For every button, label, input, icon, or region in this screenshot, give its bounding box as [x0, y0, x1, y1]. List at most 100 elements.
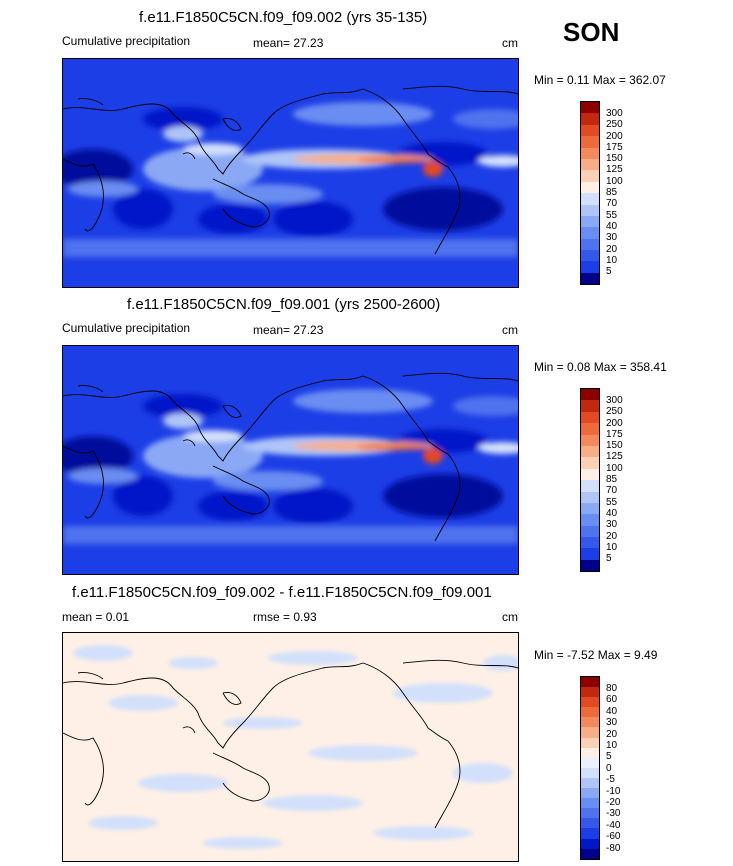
panel-3-colorbar-label: -80 [606, 842, 621, 854]
panel-3-colorbar-label: 60 [606, 694, 618, 706]
panel-2-colorbar-label: 300 [606, 395, 623, 406]
panel-2-colorbar-label: 150 [606, 440, 623, 452]
panel-3-colorbar-swatch [581, 777, 599, 789]
panel-3-colorbar-swatch [581, 838, 599, 849]
panel-1-colorbar-swatch [581, 193, 599, 205]
panel-2-map [62, 345, 519, 575]
panel-1-colorbar-swatch [581, 170, 599, 182]
panel-3-colorbar-label: 10 [606, 740, 618, 752]
panel-1-colorbar-label: 85 [606, 187, 618, 199]
panel-3-colorbar-label: -40 [606, 819, 621, 831]
panel-3-title: f.e11.F1850C5CN.f09_f09.002 - f.e11.F185… [72, 584, 492, 601]
panel-2-colorbar-label: 10 [606, 541, 618, 553]
panel-1-colorbar-label: 150 [606, 153, 623, 165]
panel-3-colorbar-swatch [581, 828, 599, 839]
panel-2-colorbar-label: 85 [606, 474, 618, 486]
panel-2-colorbar-swatch [581, 537, 599, 549]
panel-1-title: f.e11.F1850C5CN.f09_f09.002 (yrs 35-135) [139, 9, 428, 26]
panel-2-colorbar-label: 30 [606, 519, 618, 531]
panel-1-colorbar-swatch [581, 113, 599, 125]
panel-1-colorbar-label: 5 [606, 266, 612, 278]
panel-3-colorbar-swatch [581, 767, 599, 778]
panel-1-colorbar-label: 55 [606, 209, 618, 221]
panel-2-colorbar-label: 125 [606, 451, 623, 463]
panel-2-colorbar-label: 20 [606, 530, 618, 542]
panel-3-colorbar-swatch [581, 677, 599, 688]
panel-2-colorbar-label: 5 [606, 553, 612, 565]
panel-3-colorbar-swatch [581, 757, 599, 768]
panel-2-colorbar-label: 40 [606, 507, 618, 519]
panel-2-colorbar-label: 250 [606, 406, 623, 418]
panel-3-colorbar-swatch [581, 798, 599, 809]
panel-3-colorbar-swatch [581, 808, 599, 819]
panel-2-colorbar-swatch [581, 559, 599, 572]
panel-1-colorbar-label: 175 [606, 141, 623, 153]
panel-2-colorbar-swatch [581, 514, 599, 526]
panel-1-colorbar-swatch [581, 238, 599, 251]
panel-3-colorbar-label: -60 [606, 831, 621, 843]
panel-3-units: cm [502, 610, 518, 624]
panel-1-colorbar-swatch [581, 147, 599, 159]
panel-3-colorbar-label: 20 [606, 728, 618, 740]
panel-1-colorbar-swatch [581, 250, 599, 262]
panel-1-colorbar-swatch [581, 227, 599, 239]
panel-1-colorbar-label: 70 [606, 198, 618, 210]
panel-1-map [62, 58, 519, 288]
panel-3-colorbar-swatch [581, 737, 599, 748]
panel-3-colorbar-labels: 80 60 40 30 20 10 5 0 -5 -10 -20 -30 -40… [606, 683, 620, 854]
panel-3-colorbar-swatch [581, 788, 599, 799]
panel-1-colorbar-label: 300 [606, 108, 623, 119]
panel-2-colorbar-swatch [581, 411, 599, 424]
panel-3-map [62, 632, 519, 862]
panel-3-minmax: Min = -7.52 Max = 9.49 [534, 648, 658, 662]
panel-3-colorbar-label: -5 [606, 774, 615, 786]
panel-1-colorbar-swatch [581, 272, 599, 285]
panel-2-colorbar-swatch [581, 468, 599, 481]
season-label: SON [563, 17, 620, 47]
panel-3-colorbar-swatch [581, 818, 599, 829]
panel-2-colorbar-swatch [581, 434, 599, 446]
panel-2-colorbar-label: 100 [606, 462, 623, 474]
panel-2-colorbar-swatch [581, 548, 599, 560]
panel-2-units: cm [502, 323, 518, 337]
panel-1-variable-label: Cumulative precipitation [62, 34, 191, 48]
panel-2-mean: mean= 27.23 [253, 323, 324, 337]
panel-1-colorbar-label: 250 [606, 119, 623, 131]
panel-1-colorbar-label: 40 [606, 220, 618, 232]
panel-1-colorbar-swatch [581, 158, 599, 171]
panel-3-mean: mean = 0.01 [62, 610, 130, 624]
panel-3-colorbar-swatch [581, 707, 599, 718]
panel-2-colorbar [580, 388, 600, 572]
panel-3-colorbar-label: 80 [606, 683, 618, 694]
panel-3-colorbar-label: -30 [606, 808, 621, 820]
panel-3-colorbar [580, 676, 600, 860]
panel-1-colorbar-swatch [581, 215, 599, 228]
panel-1-colorbar-label: 30 [606, 232, 618, 244]
panel-1-colorbar-label: 100 [606, 175, 623, 187]
panel-3-colorbar-swatch [581, 697, 599, 708]
panel-2-colorbar-swatch [581, 525, 599, 538]
panel-3-colorbar-label: 0 [606, 762, 612, 774]
panel-1-colorbar-swatch [581, 204, 599, 216]
panel-2-colorbar-swatch [581, 423, 599, 435]
panel-1-colorbar-label: 10 [606, 254, 618, 266]
panel-2-colorbar-swatch [581, 491, 599, 503]
panel-3-colorbar-swatch [581, 848, 599, 859]
panel-1-colorbar-swatch [581, 261, 599, 273]
panel-2-colorbar-swatch [581, 400, 599, 412]
panel-3-colorbar-swatch [581, 687, 599, 698]
panel-1-colorbar-swatch [581, 181, 599, 194]
panel-2-colorbar-swatch [581, 389, 599, 401]
panel-3-colorbar-label: -20 [606, 797, 621, 809]
panel-3-colorbar-label: 40 [606, 705, 618, 717]
panel-1-mean: mean= 27.23 [253, 36, 324, 50]
panel-3-colorbar-swatch [581, 717, 599, 728]
panel-1-minmax: Min = 0.11 Max = 362.07 [534, 73, 666, 87]
panel-1-colorbar-label: 125 [606, 164, 623, 176]
panel-3-colorbar-label: -10 [606, 785, 621, 797]
panel-2-minmax: Min = 0.08 Max = 358.41 [534, 360, 667, 374]
panel-1-colorbar-label: 200 [606, 130, 623, 142]
panel-2-colorbar-swatch [581, 445, 599, 458]
panel-2-colorbar-swatch [581, 480, 599, 492]
panel-3-colorbar-swatch [581, 747, 599, 758]
